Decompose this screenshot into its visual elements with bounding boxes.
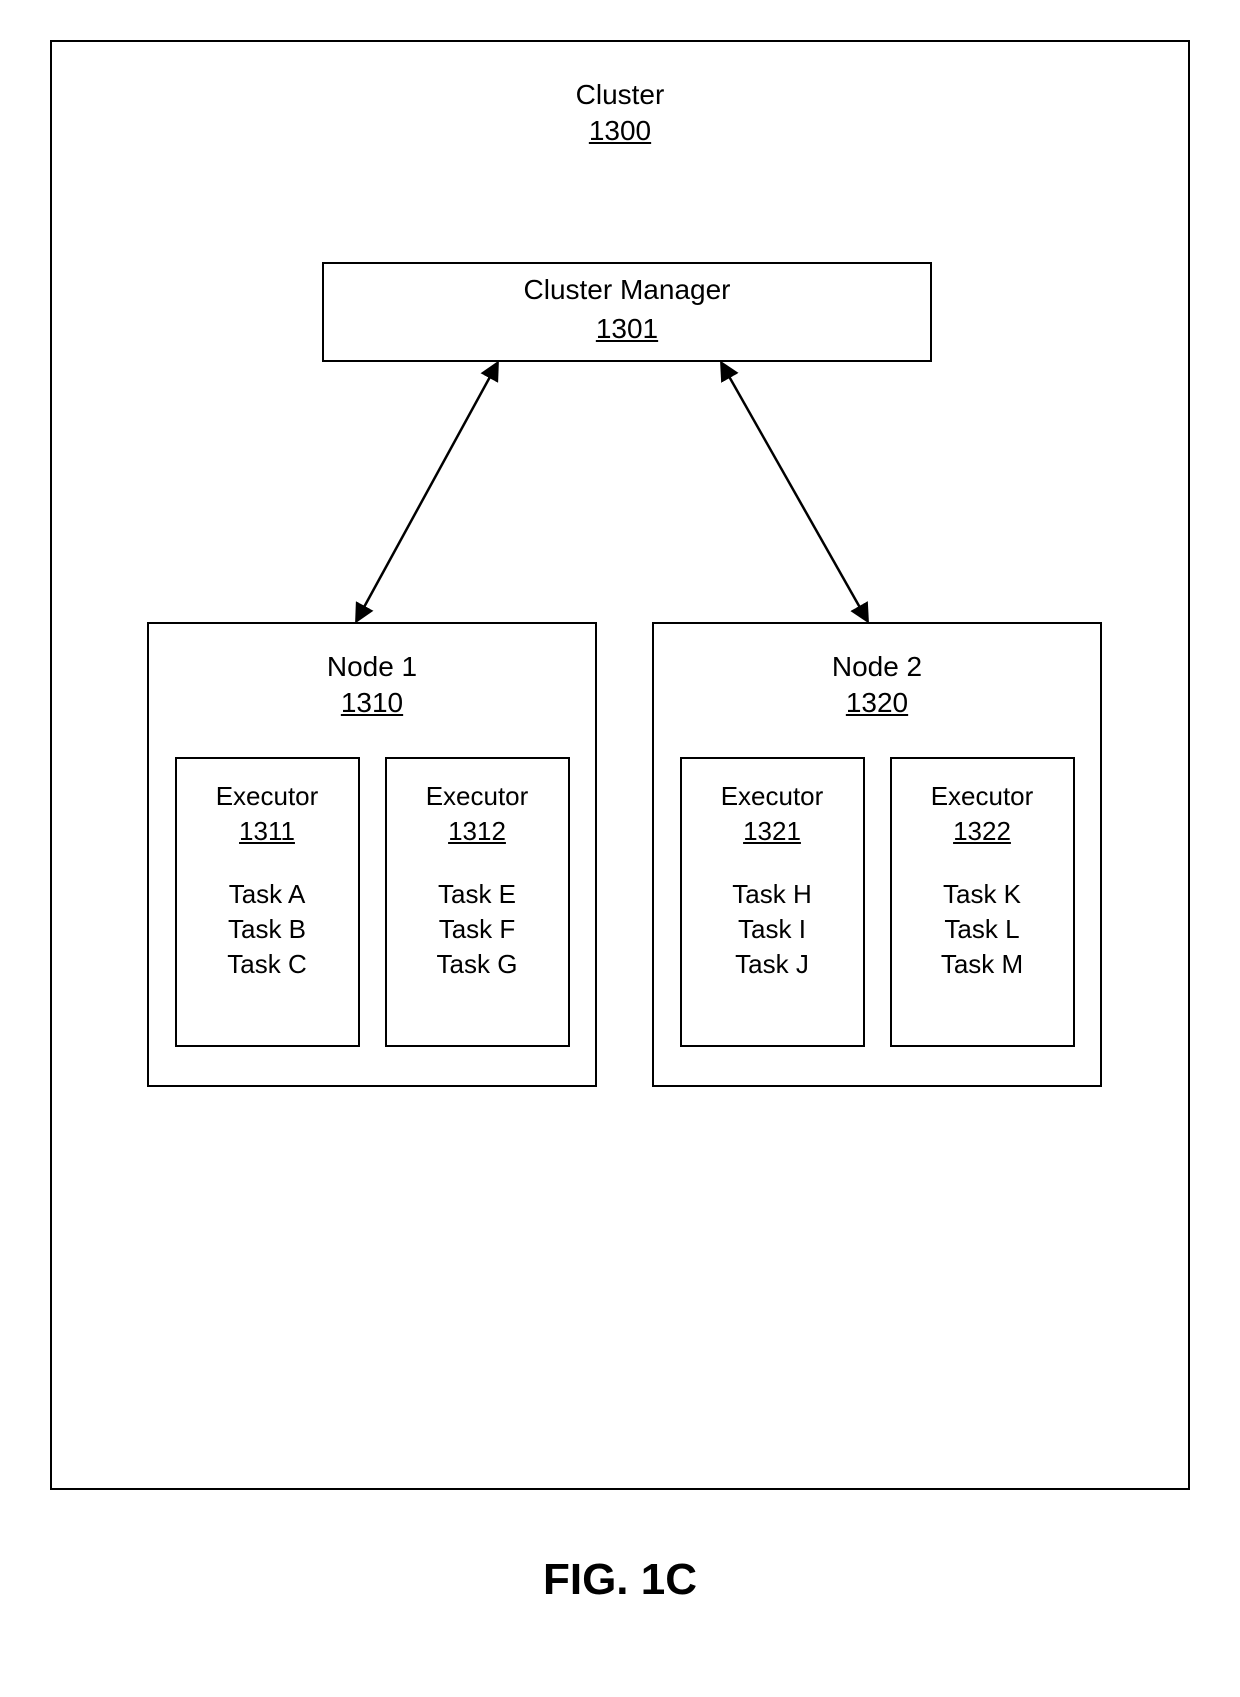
node-2-box: Node 2 1320 Executor 1321 Task H Task I … (652, 622, 1102, 1087)
task-label: Task A (229, 879, 306, 909)
task-label: Task H (732, 879, 811, 909)
executor-ref: 1311 (239, 816, 295, 846)
executor-1311-box: Executor 1311 Task A Task B Task C (175, 757, 360, 1047)
node-1-label: Node 1 (327, 651, 417, 682)
executor-1321-box: Executor 1321 Task H Task I Task J (680, 757, 865, 1047)
executor-title: Executor 1311 (177, 779, 358, 849)
executor-title: Executor 1322 (892, 779, 1073, 849)
executor-title: Executor 1312 (387, 779, 568, 849)
cluster-ref: 1300 (589, 115, 651, 146)
executor-tasks: Task K Task L Task M (892, 877, 1073, 982)
node-2-ref: 1320 (846, 687, 908, 718)
node-1-title: Node 1 1310 (149, 649, 595, 722)
node-1-executors: Executor 1311 Task A Task B Task C Execu… (149, 757, 595, 1047)
executor-tasks: Task A Task B Task C (177, 877, 358, 982)
task-label: Task F (439, 914, 516, 944)
executor-ref: 1312 (448, 816, 506, 846)
node-2-title: Node 2 1320 (654, 649, 1100, 722)
cluster-manager-label: Cluster Manager (524, 274, 731, 305)
task-label: Task M (941, 949, 1023, 979)
cluster-manager-ref: 1301 (596, 313, 658, 344)
executor-tasks: Task E Task F Task G (387, 877, 568, 982)
task-label: Task C (227, 949, 306, 979)
executor-label: Executor (721, 781, 824, 811)
cluster-label: Cluster (576, 79, 665, 110)
cluster-box: Cluster 1300 Cluster Manager 1301 Node 1… (50, 40, 1190, 1490)
task-label: Task J (735, 949, 809, 979)
figure-caption: FIG. 1C (50, 1555, 1190, 1605)
page: Cluster 1300 Cluster Manager 1301 Node 1… (0, 0, 1240, 1697)
task-label: Task B (228, 914, 306, 944)
executor-label: Executor (216, 781, 319, 811)
node-1-ref: 1310 (341, 687, 403, 718)
task-label: Task L (944, 914, 1019, 944)
executor-1322-box: Executor 1322 Task K Task L Task M (890, 757, 1075, 1047)
task-label: Task I (738, 914, 806, 944)
executor-tasks: Task H Task I Task J (682, 877, 863, 982)
task-label: Task K (943, 879, 1021, 909)
task-label: Task G (437, 949, 518, 979)
node-1-box: Node 1 1310 Executor 1311 Task A Task B … (147, 622, 597, 1087)
node-2-executors: Executor 1321 Task H Task I Task J Execu… (654, 757, 1100, 1047)
node-2-label: Node 2 (832, 651, 922, 682)
cluster-title: Cluster 1300 (52, 77, 1188, 150)
executor-1312-box: Executor 1312 Task E Task F Task G (385, 757, 570, 1047)
executor-label: Executor (426, 781, 529, 811)
executor-label: Executor (931, 781, 1034, 811)
task-label: Task E (438, 879, 516, 909)
executor-ref: 1321 (743, 816, 801, 846)
executor-title: Executor 1321 (682, 779, 863, 849)
executor-ref: 1322 (953, 816, 1011, 846)
cluster-manager-box: Cluster Manager 1301 (322, 262, 932, 362)
